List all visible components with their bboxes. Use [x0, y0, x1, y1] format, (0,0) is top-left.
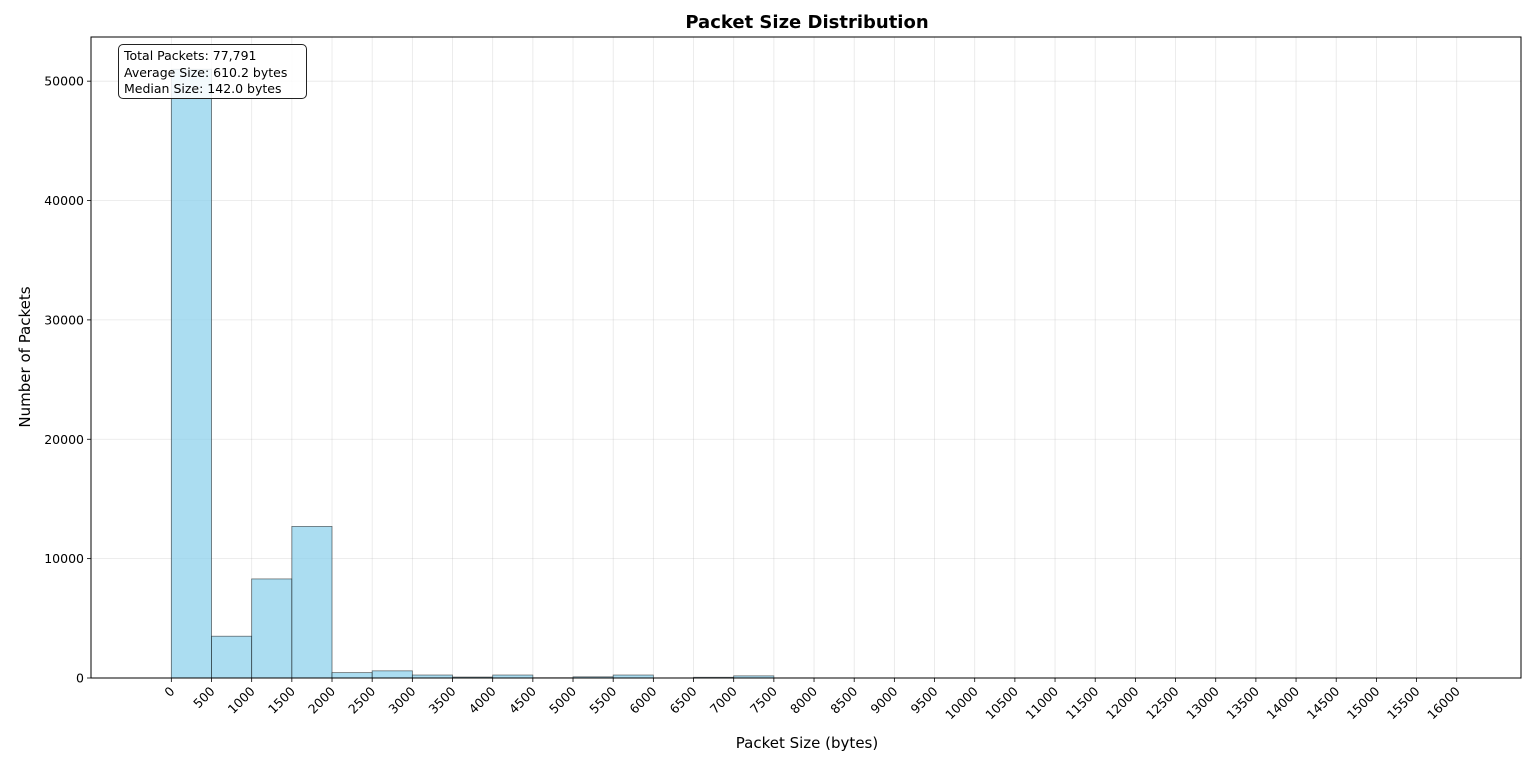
y-axis-label: Number of Packets [16, 286, 34, 427]
x-tick-label: 2000 [305, 683, 338, 716]
x-tick-label: 1000 [225, 683, 258, 716]
x-tick-label: 15000 [1344, 683, 1383, 722]
x-tick-label: 7000 [707, 683, 740, 716]
x-tick-label: 0 [161, 683, 177, 699]
histogram-bar [291, 526, 333, 679]
y-axis-ticks: 0 10000 20000 30000 40000 50000 [44, 74, 91, 686]
y-tick-label: 40000 [44, 193, 84, 208]
histogram-bar [211, 635, 253, 679]
x-tick-label: 4000 [466, 683, 499, 716]
plot-frame [90, 36, 1522, 679]
x-tick-label: 4500 [506, 683, 539, 716]
y-tick-label: 10000 [44, 551, 84, 566]
histogram-bar [371, 670, 413, 679]
y-tick-label: 50000 [44, 74, 84, 89]
x-tick-label: 13500 [1223, 683, 1262, 722]
histogram-bar [331, 672, 373, 679]
x-tick-label: 5000 [546, 683, 579, 716]
x-tick-label: 2500 [345, 683, 378, 716]
x-tick-label: 8500 [827, 683, 860, 716]
x-tick-label: 3500 [426, 683, 459, 716]
x-tick-label: 500 [190, 683, 218, 711]
x-tick-label: 10500 [982, 683, 1021, 722]
x-tick-label: 1500 [265, 683, 298, 716]
stats-average-size: Average Size: 610.2 bytes [124, 64, 288, 80]
x-tick-label: 5500 [586, 683, 619, 716]
x-tick-label: 9000 [867, 683, 900, 716]
x-tick-label: 6000 [626, 683, 659, 716]
x-axis-label: Packet Size (bytes) [736, 734, 878, 752]
grid-lines [91, 37, 1521, 679]
x-tick-label: 3000 [385, 683, 418, 716]
stats-annotation-box: Total Packets: 77,791 Average Size: 610.… [118, 44, 307, 99]
x-tick-label: 14500 [1304, 683, 1343, 722]
x-tick-label: 6500 [667, 683, 700, 716]
histogram-bar [251, 578, 293, 679]
histogram-bars [170, 68, 1458, 679]
x-tick-label: 9500 [908, 683, 941, 716]
stats-median-size: Median Size: 142.0 bytes [124, 81, 282, 96]
x-tick-label: 12500 [1143, 683, 1182, 722]
x-tick-label: 11000 [1022, 683, 1061, 722]
chart-title: Packet Size Distribution [685, 12, 928, 33]
y-tick-label: 20000 [44, 432, 84, 447]
histogram-bar [170, 68, 212, 679]
y-tick-label: 30000 [44, 312, 84, 327]
x-tick-label: 10000 [942, 683, 981, 722]
stats-total-packets: Total Packets: 77,791 [124, 48, 257, 63]
x-tick-label: 13000 [1183, 683, 1222, 722]
y-tick-label: 0 [76, 671, 84, 686]
x-tick-label: 12000 [1103, 683, 1142, 722]
x-tick-label: 8000 [787, 683, 820, 716]
x-tick-label: 16000 [1424, 683, 1463, 722]
x-axis-ticks: 0 500 1000 1500 2000 2500 3000 3500 4000 4500 5000… [161, 678, 1463, 722]
x-tick-label: 14000 [1263, 683, 1302, 722]
x-tick-label: 11500 [1063, 683, 1102, 722]
x-tick-label: 15500 [1384, 683, 1423, 722]
x-tick-label: 7500 [747, 683, 780, 716]
